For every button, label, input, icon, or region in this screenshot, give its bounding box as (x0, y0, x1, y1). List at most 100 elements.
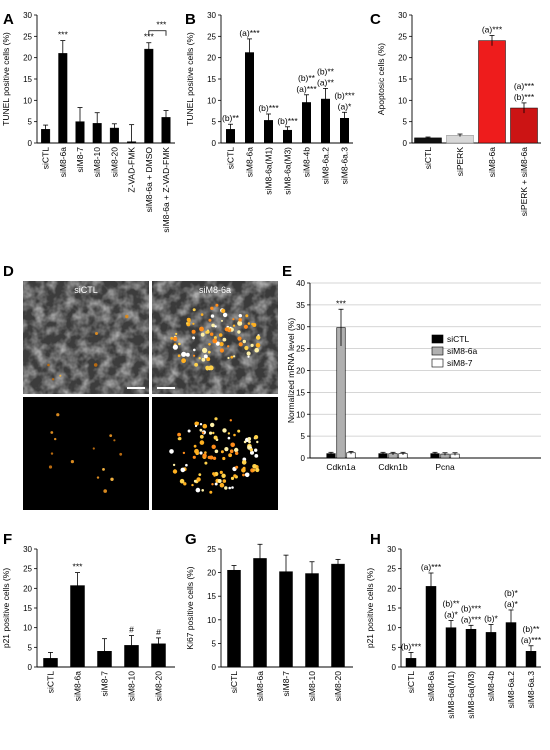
nucleus-dot (213, 435, 218, 440)
y-tick-label-b: 25 (207, 32, 216, 41)
x-tick-label-g: siM8-20 (333, 671, 343, 702)
nucleus-dot (255, 467, 260, 473)
y-tick-label-b: 30 (207, 11, 216, 20)
bar-g-siM8-20 (331, 563, 345, 668)
nucleus-dot (93, 363, 98, 367)
nucleus-dot (207, 455, 211, 460)
y-axis-label-b: TUNEL positive cells (%) (185, 32, 195, 126)
nucleus-dot (244, 472, 250, 478)
significance-label-a: *** (58, 30, 69, 40)
nucleus-dot (195, 451, 199, 456)
micrograph-label-sictl: siCTL (74, 285, 98, 295)
nucleus-dot (186, 317, 191, 322)
nucleus-dot (222, 337, 227, 342)
nucleus-dot (243, 324, 248, 329)
nucleus-dot (219, 470, 223, 474)
y-tick-label-b: 10 (207, 96, 216, 105)
y-tick-label-a: 15 (23, 75, 32, 84)
y-tick-label-e: 0 (301, 454, 306, 463)
x-tick-label-f: siM8-10 (127, 671, 137, 702)
nucleus-dot (237, 429, 241, 433)
x-tick-label-g: siM8-7 (281, 671, 291, 697)
x-tick-label-h: siM8-6a.3 (526, 671, 536, 709)
legend-label-e: siCTL (447, 334, 469, 344)
chart-a-tunel: 0 5 10 15 20 25 30 TUNEL positive cells (%) siCT… (1, 11, 175, 233)
nucleus-dot (237, 320, 243, 326)
x-tick-label-h: siM8-4b (486, 671, 496, 702)
y-tick-label-c: 5 (403, 118, 408, 127)
bar-g-siCTL (227, 569, 241, 668)
nucleus-dot (250, 450, 254, 455)
nucleus-dot (211, 444, 216, 449)
nucleus-dot (214, 417, 218, 421)
bar-c-siM8-6a (478, 40, 506, 144)
bar-a-siM8-6a + DMSO (144, 48, 154, 144)
nucleus-dot (175, 332, 178, 335)
nucleus-dot (210, 314, 215, 318)
nucleus-dot (185, 463, 188, 467)
nucleus-dot (207, 350, 211, 354)
nucleus-dot (181, 351, 187, 357)
nucleus-dot (198, 473, 202, 476)
nucleus-dot (250, 343, 254, 347)
nucleus-dot (248, 440, 251, 444)
nucleus-dot (224, 486, 228, 490)
significance-label-e: *** (336, 298, 347, 308)
nucleus-dot (186, 322, 189, 325)
micrograph-panel: siCTL siM8-6a (23, 281, 278, 510)
y-tick-label-b: 0 (212, 139, 217, 148)
y-axis-label-f: p21 positive cells (%) (1, 568, 11, 648)
y-tick-label-e: 30 (296, 323, 305, 332)
legend-label-e: siM8-6a (447, 346, 478, 356)
x-tick-label-b: siM8-6a.2 (321, 147, 331, 185)
nucleus-dot (201, 489, 204, 492)
nucleus-dot (238, 314, 242, 318)
nucleus-dot (195, 487, 201, 493)
nucleus-dot (208, 365, 214, 371)
significance-label-f: *** (73, 562, 84, 572)
chart-c-apoptosis: 0 5 10 15 20 25 30 Apoptosic cells (%) siCTL siPE… (376, 11, 541, 216)
significance-label-h: (a)* (504, 599, 518, 609)
legend-swatch-e (431, 334, 444, 344)
x-tick-label-b: siM8-6a(M3) (283, 147, 293, 195)
y-tick-label-g: 25 (207, 545, 216, 554)
significance-label-h: (a)* (444, 610, 458, 620)
nucleus-dot (247, 437, 252, 441)
x-tick-label-f: siM8-6a (73, 671, 83, 702)
y-tick-label-f: 25 (23, 565, 32, 574)
x-tick-label-a: siM8-10 (92, 147, 102, 178)
panel-label-g: G (185, 531, 197, 548)
nucleus-dot (235, 451, 239, 455)
micrograph-bl-nuclei (48, 413, 123, 493)
nucleus-dot (196, 477, 201, 482)
nucleus-dot (213, 474, 216, 477)
x-tick-label-h: siM8-6a(M1) (446, 671, 456, 719)
x-tick-label-c: siM8-6a (487, 147, 497, 178)
significance-label-h: (b)* (504, 588, 518, 598)
nucleus-dot (224, 447, 229, 452)
nucleus-dot (96, 476, 100, 479)
nucleus-dot (70, 460, 74, 464)
legend-swatch-e (431, 358, 444, 368)
y-tick-label-g: 15 (207, 592, 216, 601)
nucleus-dot (214, 325, 217, 328)
nucleus-dot (230, 355, 234, 359)
y-tick-label-b: 15 (207, 75, 216, 84)
x-tick-label-e: Pcna (435, 462, 455, 472)
nucleus-dot (192, 322, 195, 325)
y-tick-label-f: 20 (23, 584, 32, 593)
nucleus-dot (185, 352, 190, 357)
nucleus-dot (212, 338, 218, 344)
nucleus-dot (204, 451, 207, 454)
nucleus-dot (219, 482, 225, 488)
nucleus-dot (173, 336, 178, 342)
nucleus-dot (230, 476, 235, 480)
nucleus-dot (47, 363, 50, 367)
nucleus-dot (191, 483, 194, 487)
nucleus-dot (222, 428, 227, 433)
nucleus-dot (187, 429, 191, 433)
nucleus-dot (227, 356, 230, 360)
panel-label-a: A (3, 11, 14, 28)
nucleus-dot (202, 347, 208, 353)
x-tick-label-h: siM8-6a.2 (506, 671, 516, 709)
